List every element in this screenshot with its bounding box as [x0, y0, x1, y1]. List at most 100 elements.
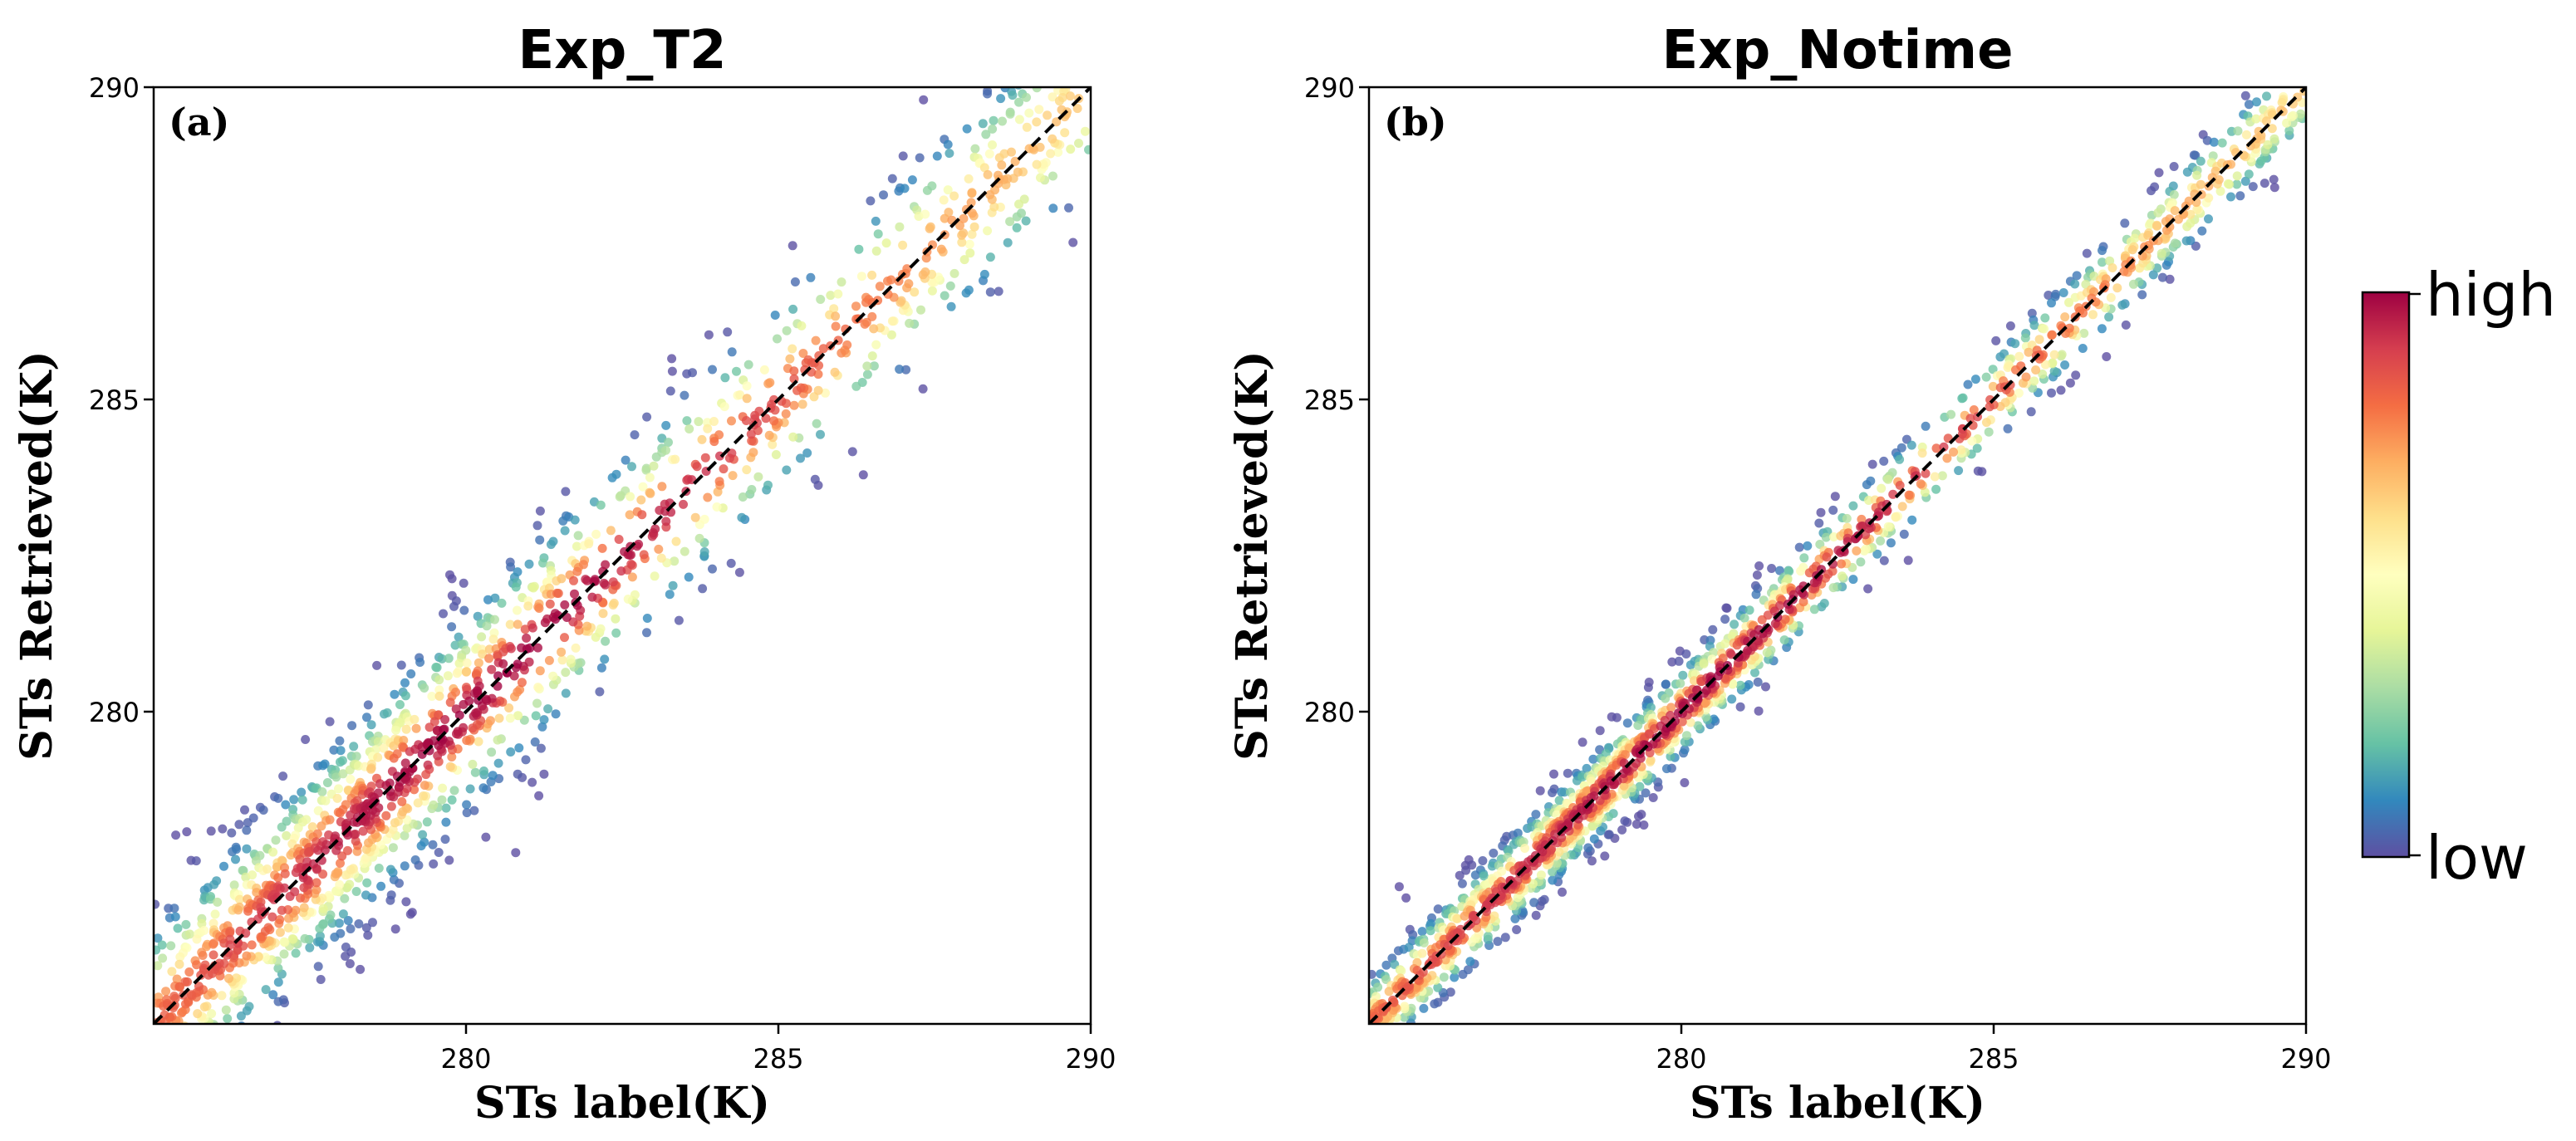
- scatter-point: [796, 453, 805, 463]
- scatter-point: [462, 800, 472, 810]
- scatter-point: [768, 439, 778, 449]
- scatter-point: [2049, 366, 2059, 376]
- scatter-point: [1666, 703, 1676, 713]
- scatter-point: [943, 185, 953, 195]
- scatter-point: [400, 678, 410, 688]
- scatter-point: [1065, 74, 1074, 83]
- scatter-point: [2181, 236, 2191, 246]
- scatter-point: [2217, 138, 2227, 148]
- scatter-point: [389, 874, 399, 884]
- scatter-point: [154, 961, 163, 971]
- scatter-point: [560, 633, 569, 643]
- scatter-point: [2071, 370, 2081, 380]
- scatter-point: [505, 713, 515, 723]
- scatter-point: [449, 786, 459, 796]
- scatter-point: [340, 894, 350, 903]
- scatter-point: [278, 771, 288, 781]
- scatter-point: [2031, 365, 2041, 375]
- scatter-point: [193, 1009, 203, 1019]
- scatter-point: [2259, 66, 2268, 76]
- scatter-point: [1753, 677, 1763, 687]
- scatter-point: [916, 305, 925, 315]
- scatter-point: [1842, 513, 1852, 523]
- scatter-point: [2112, 283, 2122, 293]
- scatter-point: [305, 943, 315, 952]
- scatter-point: [964, 285, 974, 295]
- scatter-point: [1678, 670, 1688, 680]
- scatter-point: [667, 354, 677, 364]
- scatter-point: [1661, 693, 1671, 703]
- scatter-point: [1883, 474, 1893, 484]
- scatter-point: [1014, 199, 1023, 209]
- scatter-point: [410, 855, 420, 864]
- scatter-point: [1984, 427, 1994, 437]
- scatter-point: [727, 347, 737, 357]
- scatter-point: [391, 725, 401, 735]
- scatter-point: [237, 1050, 246, 1060]
- scatter-point: [2156, 248, 2166, 258]
- scatter-point: [536, 743, 546, 753]
- scatter-point: [970, 144, 980, 154]
- scatter-point: [697, 434, 707, 444]
- y-tick-label: 290: [89, 72, 140, 104]
- scatter-point: [1067, 67, 1077, 76]
- scatter-point: [2127, 245, 2137, 255]
- scatter-point: [2244, 100, 2254, 110]
- scatter-point: [1645, 729, 1655, 739]
- scatter-point: [1879, 556, 1889, 566]
- scatter-point: [1554, 796, 1564, 806]
- scatter-point: [969, 222, 979, 232]
- scatter-point: [1761, 682, 1770, 692]
- scatter-point: [2290, 68, 2299, 77]
- scatter-point: [258, 806, 268, 815]
- scatter-point: [2014, 351, 2024, 361]
- scatter-point: [650, 571, 660, 581]
- scatter-point: [1496, 891, 1506, 900]
- scatter-point: [1587, 821, 1597, 831]
- scatter-point: [1794, 542, 1804, 552]
- scatter-point: [504, 703, 514, 713]
- scatter-point: [887, 174, 897, 184]
- scatter-point: [1513, 828, 1523, 838]
- scatter-point: [247, 940, 257, 950]
- scatter-point: [465, 784, 475, 794]
- scatter-point: [260, 952, 270, 962]
- scatter-point: [1367, 1060, 1376, 1070]
- scatter-point: [362, 878, 372, 888]
- scatter-point: [534, 791, 544, 801]
- scatter-point: [936, 244, 946, 254]
- scatter-point: [1921, 468, 1931, 478]
- scatter-point: [462, 736, 472, 746]
- scatter-point: [1937, 471, 1947, 481]
- scatter-point: [312, 829, 322, 839]
- scatter-point: [544, 655, 554, 665]
- scatter-point: [642, 412, 652, 422]
- scatter-point: [178, 1044, 187, 1053]
- scatter-point: [246, 1023, 249, 1024]
- scatter-point: [1536, 870, 1546, 880]
- scatter-point: [1084, 144, 1091, 154]
- scatter-point: [538, 558, 547, 568]
- scatter-point: [1069, 27, 1078, 36]
- scatter-point: [2209, 137, 2219, 147]
- scatter-point: [2277, 52, 2286, 61]
- scatter-point: [714, 430, 724, 440]
- scatter-point: [862, 370, 872, 380]
- scatter-point: [1970, 375, 1980, 384]
- scatter-point: [1877, 483, 1887, 493]
- scatter-point: [347, 721, 357, 731]
- scatter-point: [280, 869, 290, 879]
- panel-label: (b): [1384, 100, 1447, 144]
- scatter-point: [1796, 566, 1806, 576]
- scatter-point: [867, 351, 877, 361]
- scatter-point: [400, 861, 410, 871]
- scatter-point: [470, 767, 480, 777]
- scatter-point: [415, 658, 425, 667]
- scatter-point: [279, 949, 289, 959]
- scatter-point: [1063, 62, 1072, 71]
- scatter-point: [1942, 453, 1952, 463]
- scatter-point: [209, 939, 218, 949]
- scatter-point: [1720, 615, 1730, 624]
- scatter-point: [151, 1094, 160, 1104]
